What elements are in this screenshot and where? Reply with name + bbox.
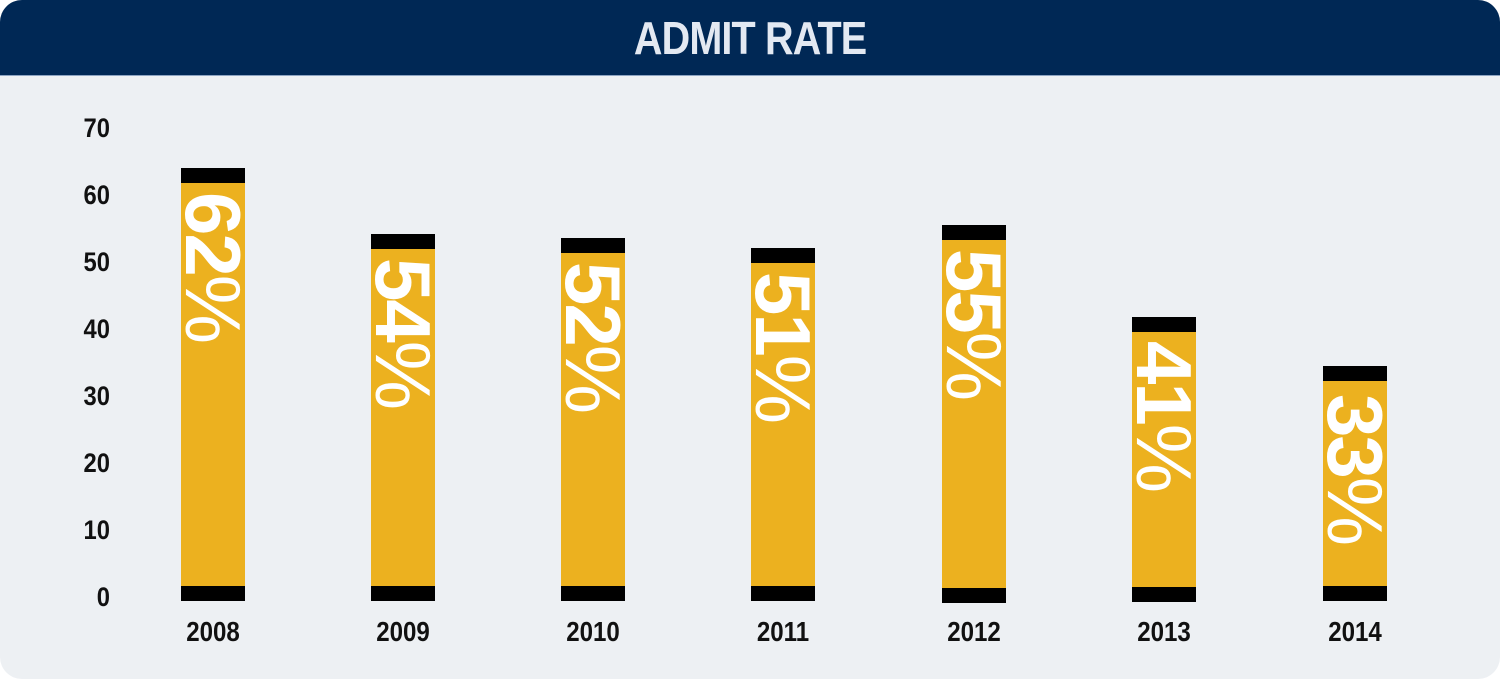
bar-cap-top [561,238,625,253]
bar-2012: 55% [942,225,1006,603]
x-label-2012: 2012 [947,616,1001,647]
bar-2011: 51% [751,248,815,601]
bar-value-label: 52% [561,262,625,414]
bar-fill [1323,366,1387,601]
bar-cap-bottom [751,586,815,601]
bar-cap-top [1132,317,1196,332]
bar-2013: 41% [1132,317,1196,602]
y-tick-40: 40 [83,314,110,344]
x-label-2008: 2008 [186,616,240,647]
y-tick-30: 30 [83,381,110,411]
bar-value-label: 55% [942,249,1006,401]
bar-value-label: 51% [751,272,815,424]
bar-2014: 33% [1323,366,1387,601]
bar-cap-bottom [181,586,245,601]
bar-fill [942,225,1006,603]
y-tick-70: 70 [83,113,110,143]
bar-2009: 54% [371,234,435,601]
x-label-2013: 2013 [1137,616,1191,647]
bar-cap-bottom [1132,587,1196,602]
bar-cap-bottom [1323,586,1387,601]
x-label-2009: 2009 [376,616,430,647]
x-label-2011: 2011 [756,616,810,647]
bar-cap-bottom [942,588,1006,603]
bar-value-label: 33% [1323,394,1387,546]
chart-header: ADMIT RATE [0,0,1500,76]
bar-2008: 62% [181,168,245,601]
bar-fill [561,238,625,601]
y-tick-60: 60 [83,180,110,210]
chart-title: ADMIT RATE [633,11,867,64]
bar-fill [181,168,245,601]
bar-cap-top [181,168,245,183]
y-tick-0: 0 [96,582,110,612]
bar-value-label: 41% [1132,341,1196,493]
bar-fill [371,234,435,601]
y-tick-20: 20 [83,448,110,478]
x-label-2010: 2010 [566,616,620,647]
bar-2010: 52% [561,238,625,601]
bar-cap-top [942,225,1006,240]
bar-cap-bottom [371,586,435,601]
bar-fill [1132,317,1196,602]
bar-cap-top [1323,366,1387,381]
bar-cap-top [371,234,435,249]
bar-cap-bottom [561,586,625,601]
y-tick-10: 10 [83,515,110,545]
bar-cap-top [751,248,815,263]
y-tick-50: 50 [83,247,110,277]
bar-value-label: 62% [181,192,245,344]
x-label-2014: 2014 [1328,616,1382,647]
bar-value-label: 54% [371,258,435,410]
bar-fill [751,248,815,601]
